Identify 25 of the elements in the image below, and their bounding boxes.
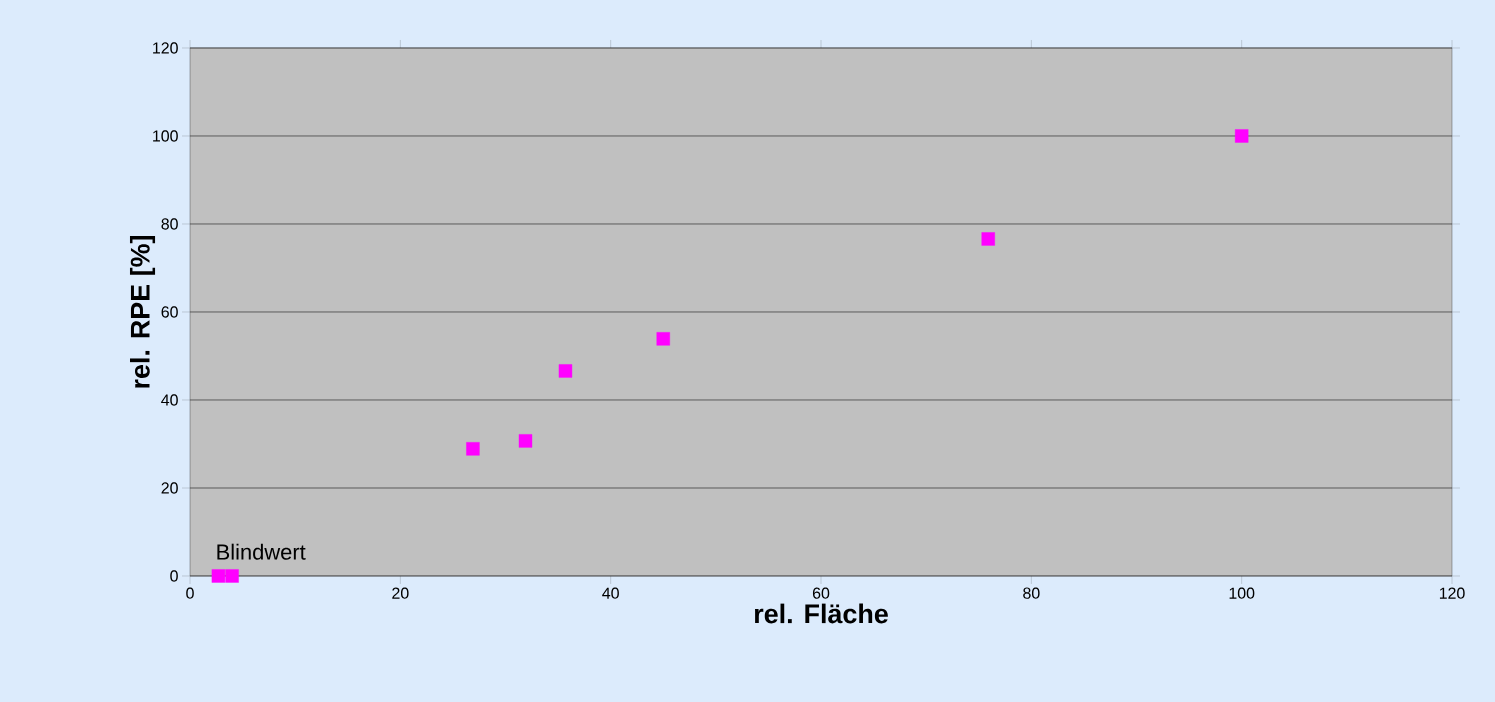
x-tick-label: 80 [1023, 587, 1040, 599]
y-tick-label: 20 [161, 482, 178, 494]
point [211, 569, 226, 583]
point [981, 232, 995, 246]
y-tick-label: 40 [161, 394, 178, 406]
point [558, 364, 573, 378]
y-tick-label: 120 [153, 42, 178, 54]
point [225, 569, 239, 583]
x-tick-label: 20 [392, 587, 409, 599]
x-tick-label: 120 [1439, 587, 1465, 599]
x-tick-label: 40 [602, 587, 619, 599]
point [1234, 129, 1249, 143]
x-tick-label: 0 [186, 587, 194, 599]
x-tick-label: 60 [812, 587, 830, 599]
y-tick-label: 100 [153, 130, 178, 142]
y-tick-label: 60 [161, 306, 178, 318]
annotation: Blindwert [217, 543, 306, 560]
y-axis-title: rel. RPE [%] [129, 236, 156, 388]
point [656, 332, 670, 346]
point [466, 442, 480, 456]
y-tick-label: 0 [170, 570, 178, 582]
x-tick-label: 100 [1229, 587, 1255, 599]
x-axis-title: rel. Fläche [755, 603, 888, 624]
point [518, 434, 533, 448]
y-tick-label: 80 [161, 218, 178, 230]
